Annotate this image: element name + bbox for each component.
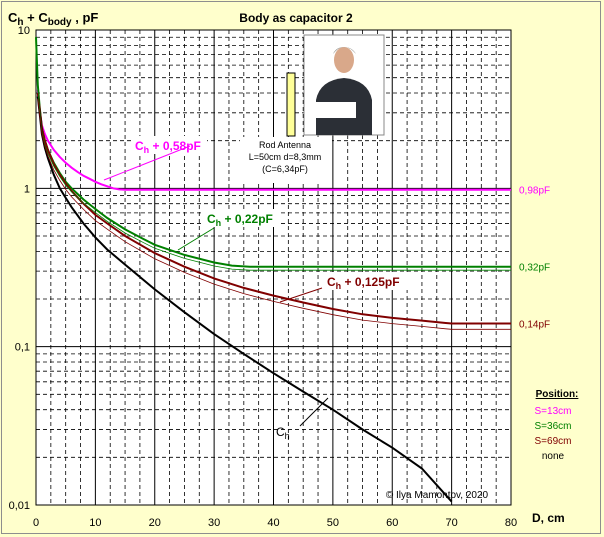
y-tick-label: 10	[18, 25, 30, 37]
series-annotation-2: Ch + 0,125pF	[327, 275, 400, 291]
series-annotation-1: Ch + 0,22pF	[207, 212, 273, 228]
end-label-2: 0,14pF	[519, 320, 550, 331]
series-thin-line-1	[35, 40, 511, 271]
antenna-note-line: (C=6,34pF)	[262, 164, 308, 174]
antenna-note-line: L=50cm d=8,3mm	[249, 152, 322, 162]
x-tick-label: 50	[327, 517, 339, 529]
series-line-3	[36, 96, 453, 503]
x-tick-label: 10	[89, 517, 101, 529]
y-axis-label-part: body	[48, 17, 72, 28]
annotation-part: + 0,22pF	[221, 212, 273, 226]
legend-entry-2: S=69cm	[535, 436, 572, 447]
series-layer	[35, 37, 511, 503]
x-axis-label: D, cm	[532, 511, 565, 525]
annotation-part: C	[327, 275, 336, 289]
copyright-text: © Ilya Mamontov, 2020	[386, 490, 489, 501]
y-axis-label-part: h	[17, 17, 23, 28]
x-tick-label: 20	[149, 517, 161, 529]
legend-entry-3: none	[542, 451, 565, 462]
text-layer: 0 10 20 30 40 50 60 70 80 10 1 0,1 0,01 Ch + Cbody , …	[8, 10, 578, 529]
rod-antenna-icon	[286, 72, 296, 137]
series-line-2	[36, 92, 511, 325]
antenna-note-line: Rod Antenna	[259, 140, 311, 150]
annotation-part: h	[144, 145, 150, 155]
annotation-part: h	[285, 431, 290, 441]
x-tick-label: 80	[505, 517, 517, 529]
annotation-bg	[131, 136, 207, 154]
series-annotation-3: Ch	[276, 425, 290, 441]
annotation-part: + 0,58pF	[149, 139, 201, 153]
person-head	[334, 47, 354, 73]
x-tick-label: 60	[386, 517, 398, 529]
end-label-1: 0,32pF	[519, 263, 550, 274]
annotation-leader	[103, 145, 191, 181]
annotation-part: h	[336, 281, 342, 291]
legend-entry-0: S=13cm	[535, 406, 572, 417]
series-thin-line-2	[37, 98, 511, 330]
legend-title: Position:	[536, 389, 579, 400]
series-annotation-0: Ch + 0,58pF	[135, 139, 201, 155]
annotation-bg	[203, 209, 279, 227]
y-tick-label: 0,01	[9, 500, 30, 512]
annotation-part: h	[216, 218, 222, 228]
x-tick-label: 0	[33, 517, 39, 529]
x-tick-label: 40	[267, 517, 279, 529]
annotation-part: C	[135, 139, 144, 153]
annotation-leader	[279, 287, 323, 303]
antenna-note-bg	[240, 137, 332, 183]
end-label-0: 0,98pF	[519, 186, 550, 197]
y-tick-label: 1	[24, 183, 30, 195]
annotation-part: C	[207, 212, 216, 226]
chart-title: Body as capacitor 2	[239, 11, 353, 25]
y-axis-label-part: + C	[24, 10, 49, 25]
y-tick-label: 0,1	[15, 342, 30, 354]
y-axis-label-part: , pF	[72, 10, 99, 25]
series-line-0	[36, 89, 511, 191]
annotation-part: + 0,125pF	[341, 275, 399, 289]
y-axis-label: Ch + Cbody , pF	[8, 10, 98, 28]
person-hair	[333, 47, 356, 54]
annotation-leader	[177, 227, 215, 251]
person-photo	[303, 34, 385, 136]
x-tick-label: 30	[208, 517, 220, 529]
annotation-leader	[299, 397, 329, 427]
annotation-bg	[323, 272, 409, 290]
legend-entry-1: S=36cm	[535, 421, 572, 432]
annotation-part: C	[276, 425, 285, 439]
y-axis-label-part: C	[8, 10, 18, 25]
photo-redaction	[306, 102, 356, 118]
x-tick-label: 70	[446, 517, 458, 529]
